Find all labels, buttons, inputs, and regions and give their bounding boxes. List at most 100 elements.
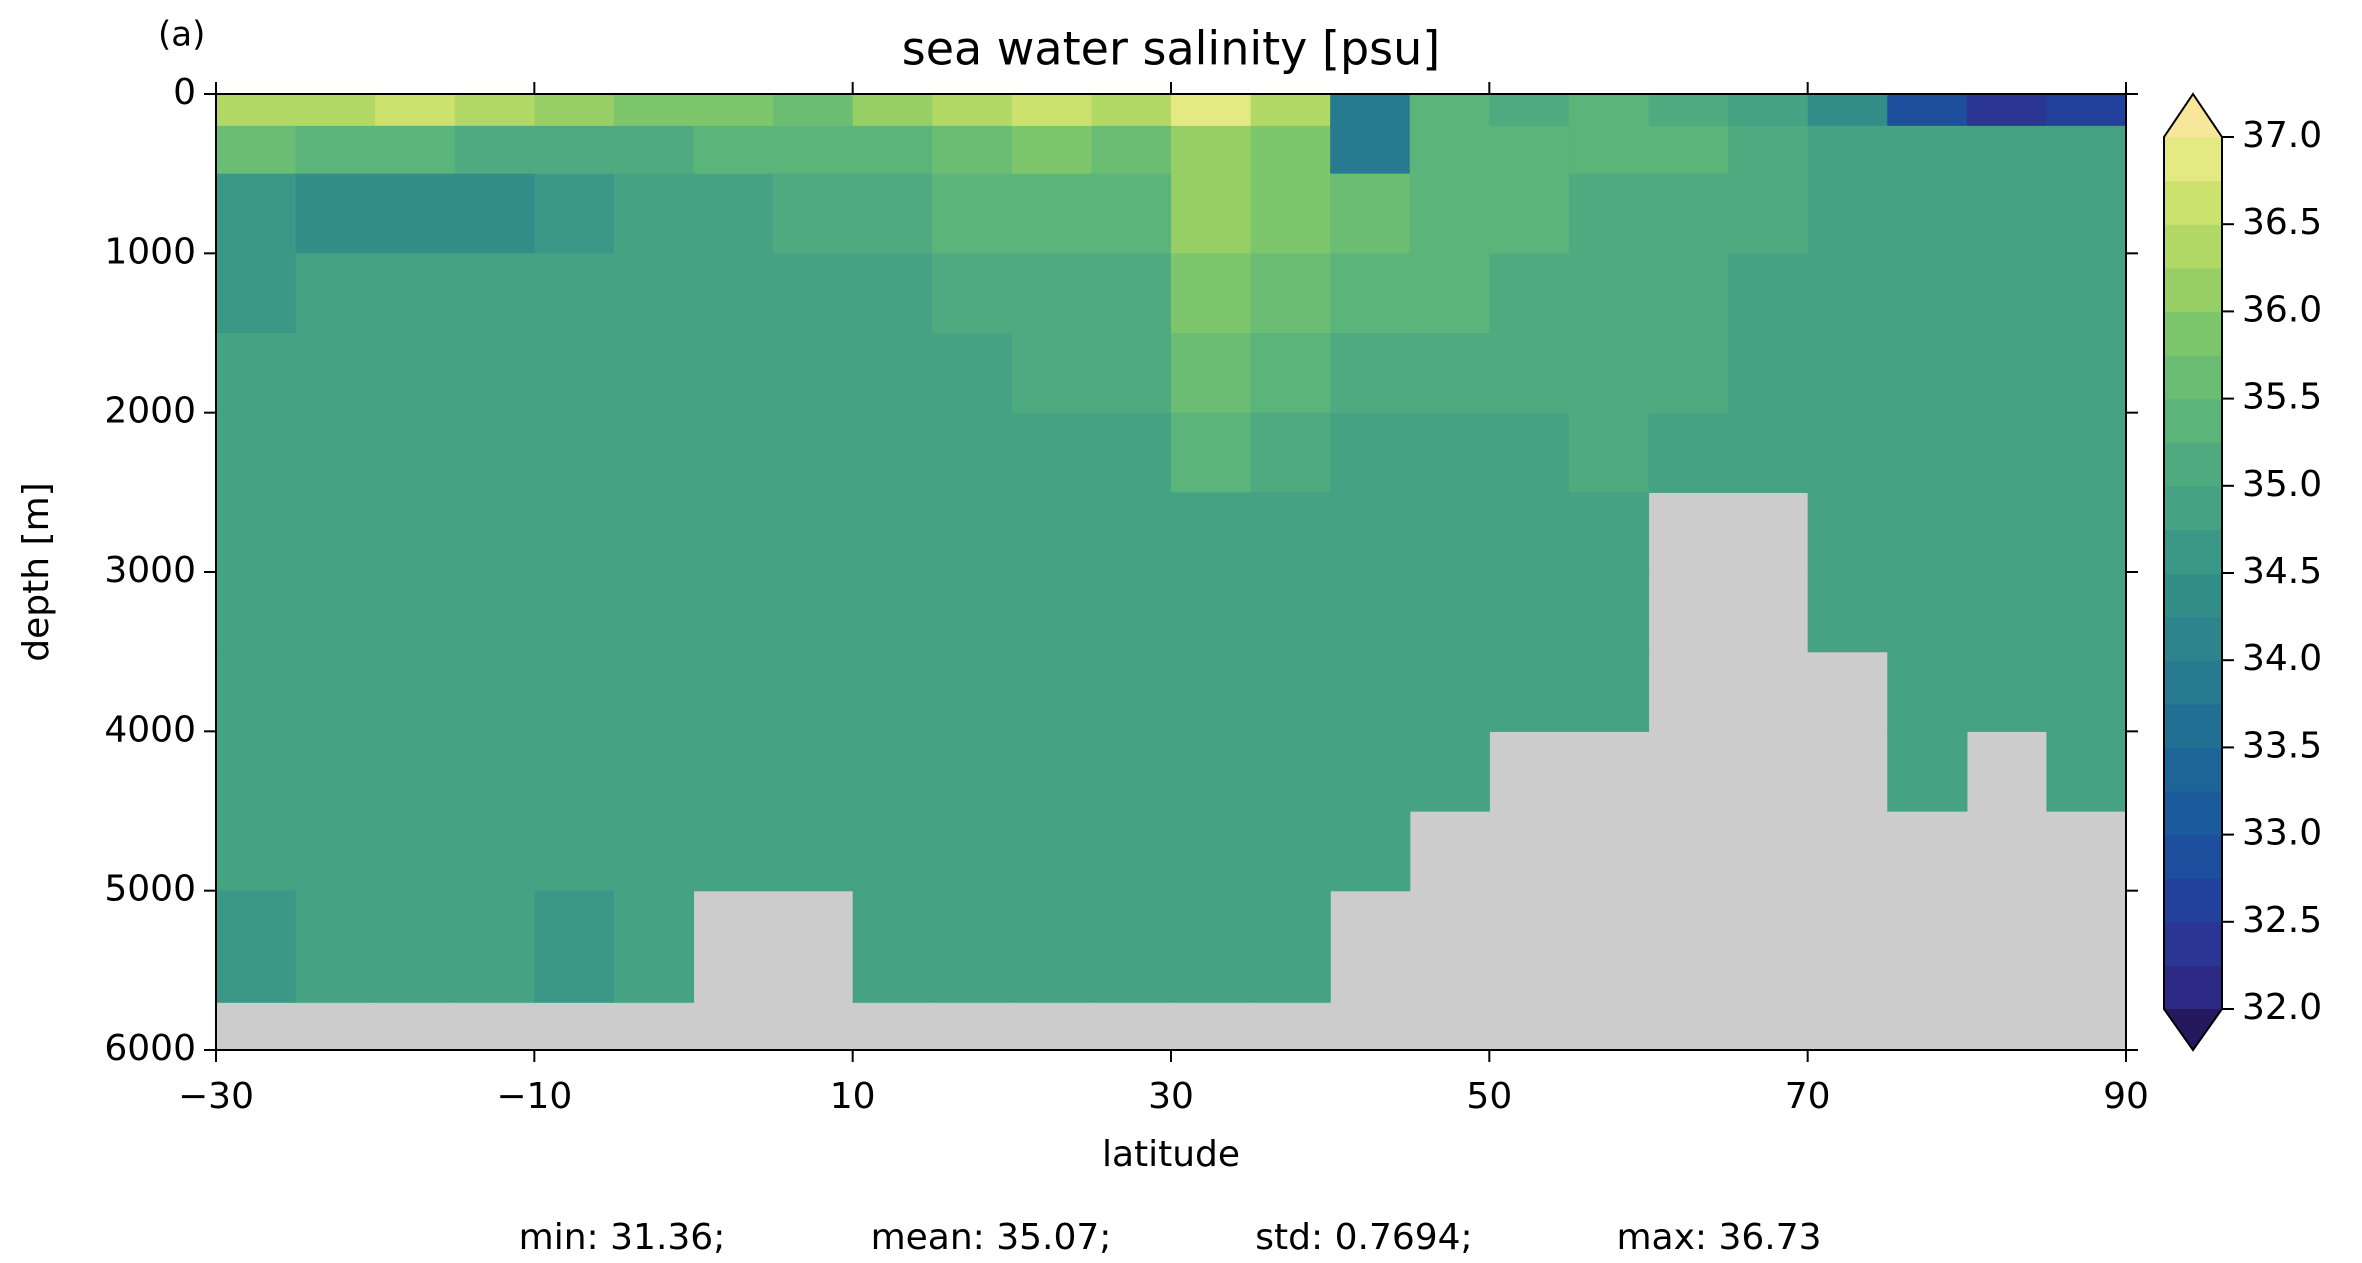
- salinity-cell: [1966, 173, 2048, 254]
- salinity-cell: [1887, 173, 1968, 254]
- salinity-cell: [1887, 651, 1968, 732]
- salinity-cell: [852, 412, 933, 493]
- colorbar-band: [2164, 616, 2222, 661]
- salinity-cell: [2046, 651, 2127, 732]
- salinity-cell: [852, 173, 933, 254]
- salinity-cell: [693, 253, 774, 334]
- salinity-cell: [1250, 173, 1331, 254]
- salinity-cell: [1011, 890, 1093, 1003]
- salinity-cell: [295, 125, 376, 175]
- salinity-cell: [1887, 94, 1968, 127]
- colorbar-over: [2164, 94, 2222, 137]
- colorbar-under: [2164, 1009, 2222, 1050]
- salinity-cell: [773, 412, 854, 493]
- salinity-cell: [1648, 253, 1729, 334]
- salinity-cell: [2046, 125, 2127, 175]
- salinity-cell: [295, 890, 376, 1003]
- salinity-cell: [1250, 811, 1331, 892]
- salinity-cell: [534, 651, 615, 732]
- colorbar-band: [2164, 834, 2222, 879]
- salinity-cell: [1887, 572, 1968, 653]
- salinity-cell: [1171, 890, 1252, 1003]
- y-tick-label: 5000: [104, 869, 196, 910]
- salinity-cell: [1568, 412, 1650, 493]
- salinity-cell: [295, 94, 376, 127]
- salinity-cell: [1011, 253, 1093, 334]
- salinity-cell: [1330, 412, 1411, 493]
- salinity-cell: [1171, 731, 1252, 812]
- salinity-cell: [1171, 125, 1252, 175]
- salinity-cell: [693, 492, 774, 573]
- salinity-cell: [693, 94, 774, 127]
- salinity-cell: [1409, 572, 1490, 653]
- salinity-cell: [1887, 412, 1968, 493]
- salinity-cell: [773, 94, 854, 127]
- salinity-cell: [932, 731, 1013, 812]
- chart-title: sea water salinity [psu]: [902, 22, 1441, 76]
- cells: [216, 94, 2127, 1003]
- salinity-cell: [1171, 253, 1252, 334]
- colorbar-band: [2164, 442, 2222, 487]
- colorbar-band: [2164, 529, 2222, 574]
- salinity-cell: [1887, 333, 1968, 414]
- x-tick-label: 90: [2103, 1076, 2149, 1117]
- salinity-cell: [693, 811, 774, 892]
- colorbar-band: [2164, 921, 2222, 966]
- salinity-cell: [375, 651, 456, 732]
- salinity-cell: [216, 333, 297, 414]
- colorbar-band: [2164, 965, 2222, 1010]
- salinity-cell: [295, 253, 376, 334]
- salinity-cell: [773, 125, 854, 175]
- salinity-cell: [534, 412, 615, 493]
- salinity-cell: [852, 94, 933, 127]
- salinity-cell: [2046, 492, 2127, 573]
- salinity-cell: [1171, 811, 1252, 892]
- salinity-cell: [1250, 94, 1331, 127]
- salinity-cell: [1966, 412, 2048, 493]
- salinity-cell: [1887, 253, 1968, 334]
- salinity-cell: [534, 890, 615, 1003]
- salinity-cell: [693, 651, 774, 732]
- salinity-cell: [1330, 333, 1411, 414]
- salinity-cell: [932, 811, 1013, 892]
- salinity-cell: [1409, 333, 1490, 414]
- salinity-cell: [1648, 125, 1729, 175]
- salinity-cell: [1728, 173, 1809, 254]
- y-tick-label: 6000: [104, 1028, 196, 1069]
- stat-text: mean: 35.07;: [871, 1217, 1112, 1258]
- salinity-cell: [1011, 731, 1093, 812]
- salinity-cell: [1171, 412, 1252, 493]
- salinity-cell: [773, 333, 854, 414]
- colorbar-tick-label: 33.5: [2242, 725, 2322, 766]
- salinity-cell: [1409, 94, 1490, 127]
- salinity-cell: [1091, 412, 1172, 493]
- salinity-cell: [534, 333, 615, 414]
- salinity-cell: [1091, 651, 1172, 732]
- salinity-cell: [932, 333, 1013, 414]
- salinity-cell: [1728, 94, 1809, 127]
- salinity-cell: [216, 492, 297, 573]
- salinity-cell: [852, 125, 933, 175]
- salinity-cell: [693, 333, 774, 414]
- salinity-cell: [1011, 651, 1093, 732]
- salinity-cell: [1887, 731, 1968, 812]
- y-tick-label: 1000: [104, 231, 196, 272]
- salinity-cell: [1568, 333, 1650, 414]
- panel-label: (a): [158, 15, 205, 55]
- salinity-cell: [1250, 572, 1331, 653]
- salinity-cell: [1011, 333, 1093, 414]
- colorbar-tick-label: 36.5: [2242, 202, 2322, 243]
- salinity-cell: [852, 811, 933, 892]
- salinity-cell: [1648, 333, 1729, 414]
- salinity-cell: [613, 125, 695, 175]
- salinity-cell: [1091, 125, 1172, 175]
- salinity-cell: [693, 572, 774, 653]
- salinity-cell: [1568, 253, 1650, 334]
- y-tick-label: 4000: [104, 709, 196, 750]
- salinity-cell: [454, 333, 535, 414]
- salinity-cell: [1648, 412, 1729, 493]
- salinity-cell: [375, 731, 456, 812]
- salinity-cell: [693, 125, 774, 175]
- salinity-cell: [1728, 333, 1809, 414]
